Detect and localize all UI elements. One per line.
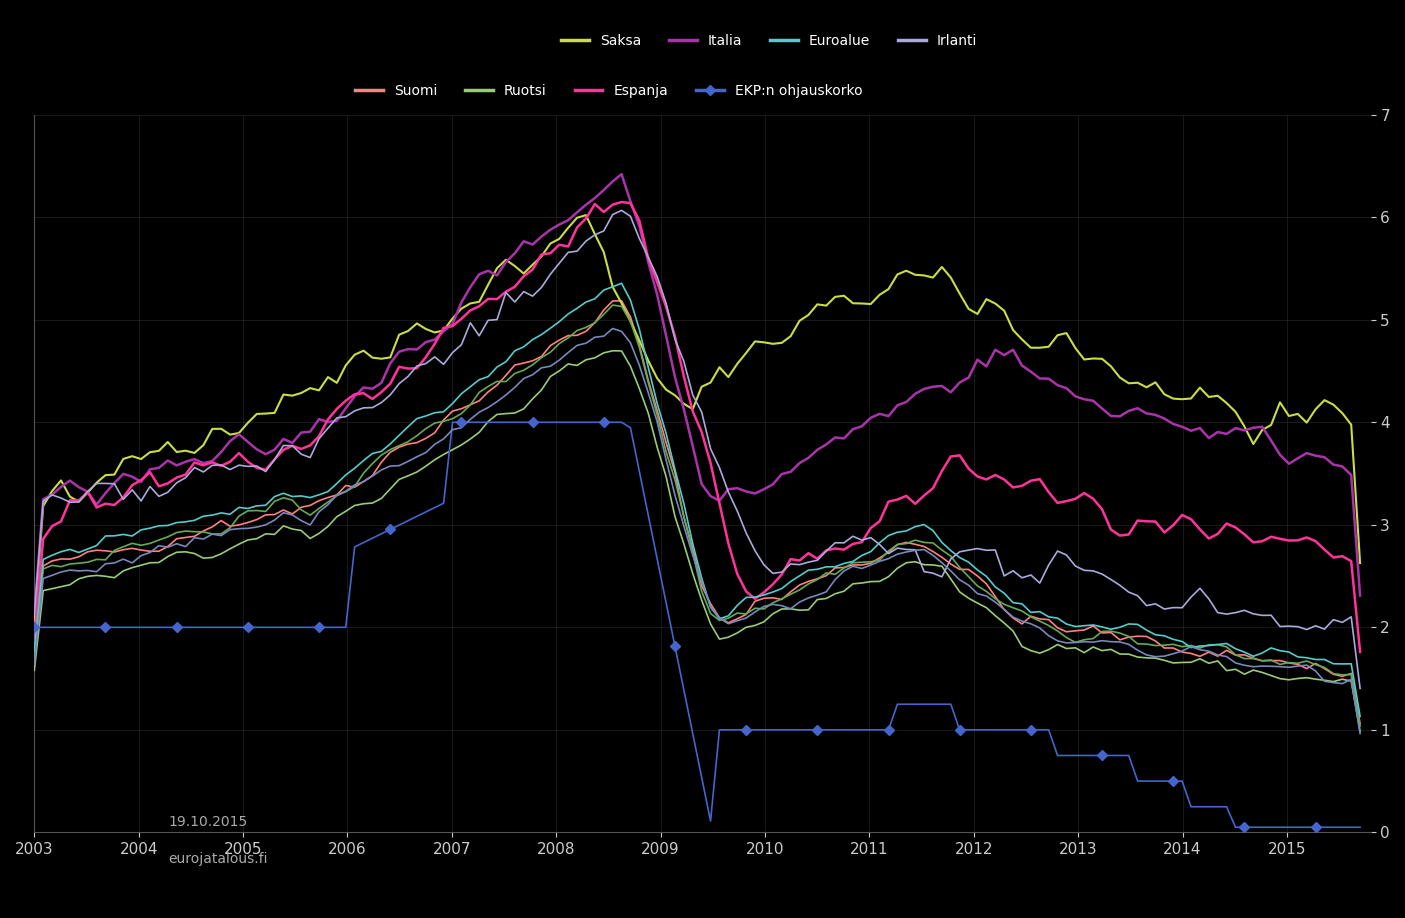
- Legend: Suomi, Ruotsi, Espanja, EKP:n ohjauskorko: Suomi, Ruotsi, Espanja, EKP:n ohjauskork…: [350, 79, 868, 104]
- Text: 19.10.2015: 19.10.2015: [169, 815, 247, 829]
- Text: eurojatalous.fi: eurojatalous.fi: [169, 852, 268, 866]
